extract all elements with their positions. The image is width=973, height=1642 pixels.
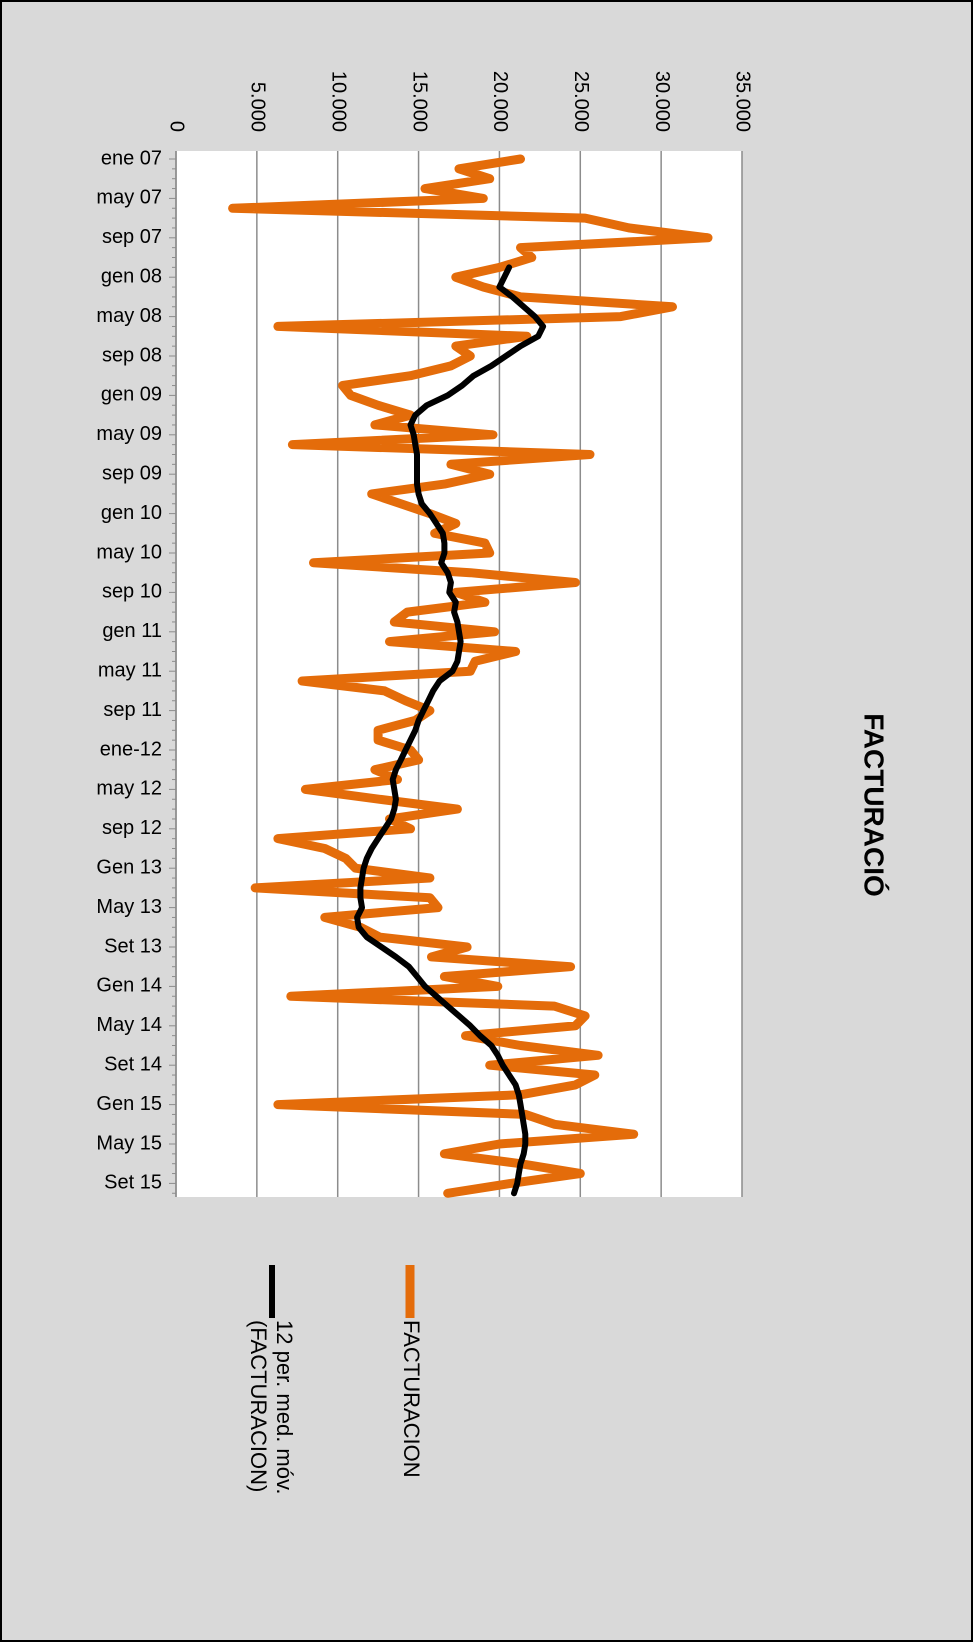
chart-title: FACTURACIÓ [859,713,890,897]
value-tick-label: 5.000 [247,82,269,132]
category-label: Gen 14 [96,975,162,997]
category-label: sep 11 [103,699,162,721]
category-label: sep 07 [102,226,162,248]
category-label: gen 08 [101,265,162,287]
category-label: sep 12 [102,817,162,839]
value-tick-label: 30.000 [651,71,673,132]
series-line [228,154,713,1198]
category-label: gen 11 [102,620,162,642]
value-tick-label: 10.000 [327,71,349,132]
category-label: Set 14 [104,1053,162,1075]
category-label: may 09 [96,423,162,445]
category-label: sep 08 [102,344,162,366]
category-label: ene-12 [100,738,162,760]
value-tick-label: 0 [166,121,188,132]
series-line [354,264,547,1197]
category-label: may 07 [96,187,162,209]
category-label: May 13 [96,896,162,918]
category-label: Set 13 [104,935,162,957]
category-label: may 10 [96,541,162,563]
value-tick-label: 20.000 [489,71,511,132]
category-label: may 11 [98,659,162,681]
value-tick-label: 25.000 [570,71,592,132]
value-tick-label: 15.000 [408,71,430,132]
category-label: sep 09 [102,462,162,484]
category-label: Set 15 [104,1172,162,1194]
category-label: May 15 [96,1132,162,1154]
value-tick-label: 35.000 [732,71,754,132]
category-label: Gen 13 [96,856,162,878]
category-label: ene 07 [101,147,162,169]
category-label: may 08 [96,305,162,327]
legend-label: FACTURACION [399,1320,424,1478]
category-label: gen 09 [101,384,162,406]
category-label: Gen 15 [96,1093,162,1115]
legend-label: 12 per. med. móv. (FACTURACION) [246,1320,297,1495]
category-label: May 14 [96,1014,162,1036]
category-label: gen 10 [101,502,162,524]
category-label: may 12 [96,778,162,800]
category-label: sep 10 [102,581,162,603]
